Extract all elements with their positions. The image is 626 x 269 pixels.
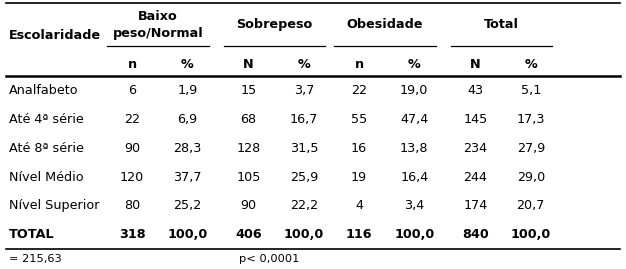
Text: = 215,63: = 215,63 (9, 254, 62, 264)
Text: Nível Médio: Nível Médio (9, 171, 84, 184)
Text: Sobrepeso: Sobrepeso (237, 19, 313, 31)
Text: %: % (408, 58, 421, 71)
Text: 22,2: 22,2 (290, 199, 318, 212)
Text: 120: 120 (120, 171, 144, 184)
Text: 3,4: 3,4 (404, 199, 424, 212)
Text: %: % (525, 58, 537, 71)
Text: Até 8ª série: Até 8ª série (9, 142, 85, 155)
Text: 100,0: 100,0 (167, 228, 207, 241)
Text: n: n (354, 58, 364, 71)
Text: 55: 55 (351, 113, 367, 126)
Text: 116: 116 (346, 228, 372, 241)
Text: 145: 145 (463, 113, 488, 126)
Text: 318: 318 (119, 228, 145, 241)
Text: 37,7: 37,7 (173, 171, 202, 184)
Text: 100,0: 100,0 (394, 228, 434, 241)
Text: Analfabeto: Analfabeto (9, 84, 79, 97)
Text: 47,4: 47,4 (400, 113, 428, 126)
Text: Baixo: Baixo (138, 10, 178, 23)
Text: 80: 80 (124, 199, 140, 212)
Text: 100,0: 100,0 (284, 228, 324, 241)
Text: peso/Normal: peso/Normal (113, 27, 203, 40)
Text: N: N (244, 58, 254, 71)
Text: 90: 90 (124, 142, 140, 155)
Text: 3,7: 3,7 (294, 84, 314, 97)
Text: 20,7: 20,7 (516, 199, 545, 212)
Text: 105: 105 (237, 171, 261, 184)
Text: Total: Total (484, 19, 519, 31)
Text: 16,7: 16,7 (290, 113, 318, 126)
Text: 4: 4 (355, 199, 363, 212)
Text: Até 4ª série: Até 4ª série (9, 113, 84, 126)
Text: 100,0: 100,0 (511, 228, 551, 241)
Text: 174: 174 (463, 199, 488, 212)
Text: 406: 406 (235, 228, 262, 241)
Text: 90: 90 (240, 199, 257, 212)
Text: 6,9: 6,9 (177, 113, 197, 126)
Text: 31,5: 31,5 (290, 142, 318, 155)
Text: 6: 6 (128, 84, 136, 97)
Text: 25,2: 25,2 (173, 199, 202, 212)
Text: 68: 68 (240, 113, 257, 126)
Text: 19: 19 (351, 171, 367, 184)
Text: 28,3: 28,3 (173, 142, 202, 155)
Text: 16,4: 16,4 (400, 171, 428, 184)
Text: 22: 22 (124, 113, 140, 126)
Text: 43: 43 (468, 84, 484, 97)
Text: 29,0: 29,0 (516, 171, 545, 184)
Text: 244: 244 (464, 171, 488, 184)
Text: 17,3: 17,3 (516, 113, 545, 126)
Text: 128: 128 (237, 142, 260, 155)
Text: N: N (470, 58, 481, 71)
Text: 25,9: 25,9 (290, 171, 318, 184)
Text: Escolaridade: Escolaridade (9, 29, 101, 42)
Text: 840: 840 (462, 228, 489, 241)
Text: 234: 234 (463, 142, 488, 155)
Text: 22: 22 (351, 84, 367, 97)
Text: Nível Superior: Nível Superior (9, 199, 100, 212)
Text: 5,1: 5,1 (521, 84, 541, 97)
Text: TOTAL: TOTAL (9, 228, 55, 241)
Text: 1,9: 1,9 (177, 84, 197, 97)
Text: %: % (297, 58, 310, 71)
Text: Obesidade: Obesidade (347, 19, 423, 31)
Text: 16: 16 (351, 142, 367, 155)
Text: p< 0,0001: p< 0,0001 (239, 254, 300, 264)
Text: 15: 15 (240, 84, 257, 97)
Text: 19,0: 19,0 (400, 84, 428, 97)
Text: %: % (181, 58, 193, 71)
Text: 27,9: 27,9 (516, 142, 545, 155)
Text: 13,8: 13,8 (400, 142, 428, 155)
Text: n: n (128, 58, 136, 71)
